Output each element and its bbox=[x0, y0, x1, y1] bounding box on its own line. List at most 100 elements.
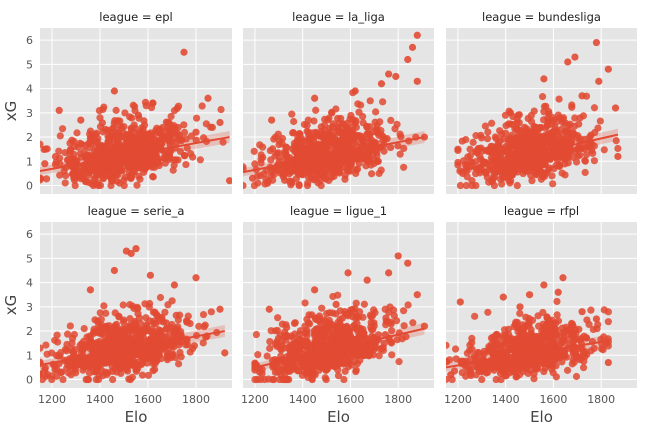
data-point bbox=[129, 330, 137, 338]
data-point bbox=[533, 157, 541, 165]
data-point bbox=[532, 171, 540, 179]
data-point bbox=[305, 355, 313, 364]
data-point bbox=[499, 293, 507, 301]
data-point bbox=[74, 143, 82, 151]
data-point bbox=[180, 48, 188, 56]
data-point bbox=[168, 297, 176, 305]
data-point bbox=[265, 305, 273, 313]
data-point bbox=[248, 174, 257, 182]
data-point bbox=[560, 329, 568, 337]
data-point bbox=[528, 177, 536, 185]
data-point bbox=[604, 358, 612, 367]
data-point bbox=[323, 365, 332, 373]
data-point bbox=[80, 147, 88, 155]
data-point bbox=[89, 152, 97, 160]
data-point bbox=[88, 180, 96, 188]
data-point bbox=[85, 332, 93, 340]
data-point bbox=[542, 342, 551, 350]
x-axis-label: Elo bbox=[327, 408, 350, 426]
data-point bbox=[273, 149, 281, 158]
data-point bbox=[204, 94, 212, 102]
data-point bbox=[506, 109, 515, 117]
data-point bbox=[314, 129, 322, 137]
data-point bbox=[108, 363, 116, 371]
data-point bbox=[472, 132, 480, 140]
x-tick-label: 1800 bbox=[182, 393, 210, 406]
data-point bbox=[355, 347, 364, 355]
data-point bbox=[568, 103, 576, 111]
data-point bbox=[545, 323, 553, 331]
data-point bbox=[56, 154, 64, 162]
data-point bbox=[446, 375, 450, 384]
data-point bbox=[446, 341, 450, 349]
data-point bbox=[359, 313, 367, 321]
data-point bbox=[558, 169, 566, 177]
data-point bbox=[329, 160, 337, 168]
data-point bbox=[111, 341, 120, 349]
data-point bbox=[105, 339, 113, 347]
data-point bbox=[469, 138, 477, 146]
data-point bbox=[527, 111, 535, 120]
data-point bbox=[611, 104, 620, 112]
data-point bbox=[358, 152, 366, 161]
data-point bbox=[149, 173, 157, 181]
data-point bbox=[546, 358, 554, 366]
data-point bbox=[353, 131, 361, 140]
data-point bbox=[310, 117, 318, 125]
data-point bbox=[598, 345, 606, 353]
data-point bbox=[132, 367, 141, 375]
data-point bbox=[154, 350, 163, 358]
data-point bbox=[66, 322, 74, 330]
data-point bbox=[353, 320, 361, 328]
data-point bbox=[55, 106, 63, 114]
data-point bbox=[295, 181, 303, 190]
data-point bbox=[99, 174, 107, 182]
data-point bbox=[514, 163, 522, 172]
data-point bbox=[92, 375, 100, 384]
data-point bbox=[271, 327, 279, 335]
data-point bbox=[325, 114, 333, 122]
data-point bbox=[111, 309, 119, 317]
data-point bbox=[413, 291, 421, 299]
data-point bbox=[266, 344, 274, 352]
x-tick-label: 1600 bbox=[336, 393, 364, 406]
regression-line bbox=[457, 133, 619, 172]
data-point bbox=[113, 132, 121, 140]
data-point bbox=[216, 118, 224, 127]
data-point bbox=[123, 329, 131, 338]
data-point bbox=[199, 310, 208, 319]
data-point bbox=[515, 119, 523, 127]
points-group bbox=[40, 245, 229, 384]
data-point bbox=[504, 140, 512, 148]
data-point bbox=[257, 159, 265, 167]
data-point bbox=[298, 144, 306, 152]
data-point bbox=[490, 366, 498, 374]
data-point bbox=[109, 375, 117, 384]
data-point bbox=[83, 155, 91, 163]
data-point bbox=[159, 318, 168, 326]
data-point bbox=[548, 172, 556, 180]
data-point bbox=[187, 150, 195, 158]
data-point bbox=[141, 300, 149, 308]
data-point bbox=[91, 316, 99, 324]
data-point bbox=[304, 144, 312, 152]
data-point bbox=[468, 334, 476, 342]
data-point bbox=[115, 358, 124, 367]
data-point bbox=[582, 150, 591, 159]
data-point bbox=[463, 161, 471, 169]
data-point bbox=[614, 152, 622, 161]
y-tick-label: 5 bbox=[26, 58, 33, 71]
data-point bbox=[558, 358, 566, 366]
data-point bbox=[400, 322, 408, 330]
data-point bbox=[68, 136, 76, 144]
data-point bbox=[308, 365, 316, 373]
x-tick-label: 1400 bbox=[289, 393, 317, 406]
data-point bbox=[142, 314, 150, 322]
data-point bbox=[144, 371, 153, 379]
data-point bbox=[64, 330, 72, 338]
data-point bbox=[308, 375, 316, 384]
data-point bbox=[404, 301, 412, 309]
data-point bbox=[71, 156, 79, 164]
data-point bbox=[392, 72, 400, 81]
data-point bbox=[498, 149, 506, 157]
